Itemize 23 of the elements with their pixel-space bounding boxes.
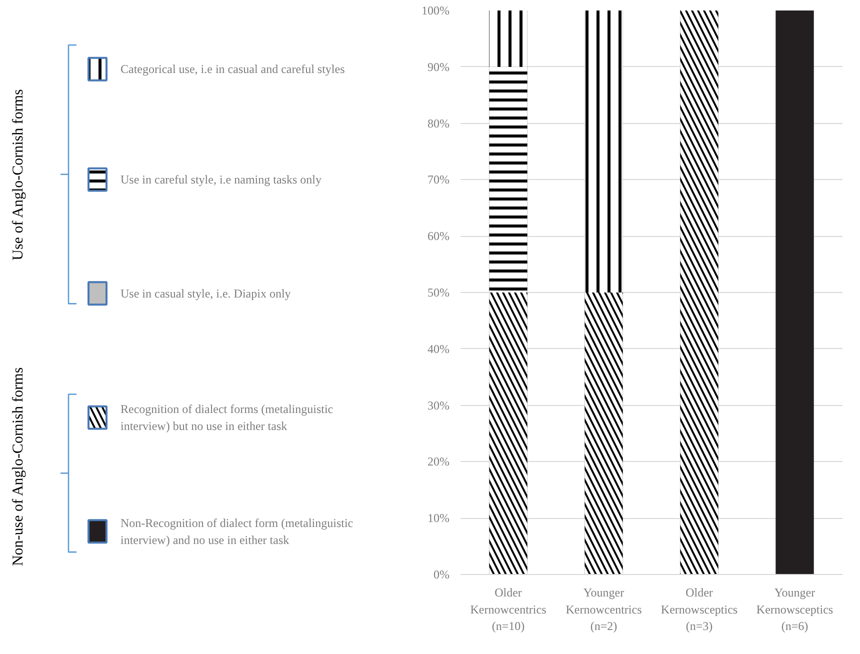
legend-label: Categorical use, i.e in casual and careful styles (120, 62, 346, 76)
y-tick-label: 50% (428, 286, 450, 300)
y-tick-label: 80% (428, 116, 450, 130)
legend-label: Non-Recognition of dialect form (metalinguistic interview) and no use in either task (120, 516, 354, 547)
y-tick-label: 100% (422, 4, 450, 18)
x-tick-label: Younger Kernowsceptics (n=6) (756, 586, 834, 634)
y-tick-label: 60% (428, 229, 450, 244)
x-tick-label: Older Kernowcentrics (n=10) (470, 586, 547, 634)
y-tick-label: 30% (428, 398, 450, 412)
bar (776, 10, 814, 574)
text: Use of Anglo-Cornish forms (10, 88, 26, 260)
text: Non-use of Anglo-Cornish forms (10, 367, 26, 566)
y-tick-label: 0% (434, 568, 450, 582)
legend-label: Use in careful style, i.e naming tasks only (120, 172, 322, 187)
y-tick-label: 10% (428, 511, 450, 526)
legend-label: Recognition of dialect forms (metalinguistic interview) but no use in either task (120, 402, 334, 433)
x-tick-label: Older Kernowsceptics (n=3) (660, 586, 738, 634)
x-tick-label: Younger Kernowcentrics (n=2) (566, 586, 642, 634)
y-tick-label: 90% (428, 60, 450, 74)
y-tick-label: 20% (428, 454, 450, 469)
legend-label: Use in casual style, i.e. Diapix only (120, 286, 291, 300)
y-tick-label: 40% (428, 342, 450, 356)
y-tick-label: 70% (428, 172, 450, 187)
